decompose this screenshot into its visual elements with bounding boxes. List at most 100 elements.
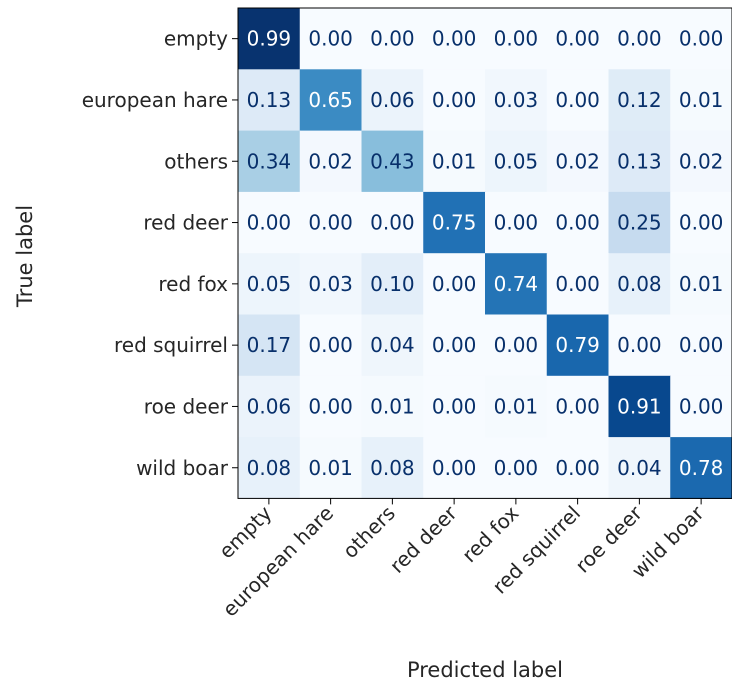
heatmap-cell bbox=[546, 253, 610, 316]
heatmap-cell bbox=[238, 253, 301, 316]
cell-value-label: 0.00 bbox=[679, 211, 724, 235]
cell-value-label: 0.91 bbox=[617, 394, 662, 418]
cell-value-label: 0.00 bbox=[494, 211, 539, 235]
cell-value-label: 0.75 bbox=[432, 211, 477, 235]
cell-value-label: 0.00 bbox=[555, 456, 600, 480]
cell-value-label: 0.01 bbox=[679, 88, 724, 112]
heatmap-cell bbox=[608, 69, 671, 132]
cell-value-label: 0.25 bbox=[617, 211, 662, 235]
heatmap-cell bbox=[423, 437, 486, 499]
y-tick-labels: empty european hare others red deer red fox r… bbox=[82, 27, 229, 480]
cell-value-label: 0.00 bbox=[370, 211, 415, 235]
heatmap-cell bbox=[299, 191, 363, 254]
heatmap-cell bbox=[546, 130, 610, 193]
heatmap-cell bbox=[670, 375, 732, 438]
heatmap-cell bbox=[299, 375, 363, 438]
heatmap-cell bbox=[670, 314, 732, 377]
cell-value-label: 0.13 bbox=[617, 149, 662, 173]
cell-value-label: 0.02 bbox=[555, 149, 600, 173]
heatmap-cell bbox=[670, 437, 732, 499]
heatmap-cell bbox=[485, 375, 548, 438]
cell-value-label: 0.00 bbox=[370, 27, 415, 51]
heatmap-cell bbox=[299, 437, 363, 499]
cell-value-label: 0.10 bbox=[370, 272, 415, 296]
x-tick-label: european hare bbox=[218, 501, 338, 621]
heatmap-cell bbox=[485, 8, 548, 70]
heatmap-cell bbox=[608, 314, 671, 377]
heatmap-cell bbox=[485, 437, 548, 499]
heatmap-cell bbox=[238, 437, 301, 499]
cell-value-label: 0.00 bbox=[308, 333, 353, 357]
heatmap-cell bbox=[670, 69, 732, 132]
cell-value-label: 0.08 bbox=[247, 456, 292, 480]
heatmap-cell bbox=[238, 314, 301, 377]
cell-value-label: 0.78 bbox=[679, 456, 724, 480]
heatmap-cell bbox=[299, 314, 363, 377]
heatmap-cell bbox=[485, 69, 548, 132]
heatmap-cell bbox=[485, 191, 548, 254]
cell-value-label: 0.65 bbox=[308, 88, 353, 112]
heatmap-cell bbox=[546, 69, 610, 132]
cell-value-label: 0.13 bbox=[247, 88, 292, 112]
cell-value-label: 0.00 bbox=[494, 456, 539, 480]
cell-value-label: 0.00 bbox=[432, 88, 477, 112]
cell-value-label: 0.00 bbox=[555, 27, 600, 51]
y-tick-label: red deer bbox=[143, 211, 228, 235]
heatmap-cell bbox=[546, 314, 610, 377]
cell-value-label: 0.04 bbox=[370, 333, 415, 357]
cell-value-label: 0.06 bbox=[370, 88, 415, 112]
heatmap-cell bbox=[238, 191, 301, 254]
heatmap-cell bbox=[608, 8, 671, 70]
cell-value-label: 0.04 bbox=[617, 456, 662, 480]
cell-value-label: 0.00 bbox=[555, 211, 600, 235]
cell-value-label: 0.01 bbox=[679, 272, 724, 296]
cell-value-label: 0.00 bbox=[679, 333, 724, 357]
cell-value-label: 0.79 bbox=[555, 333, 600, 357]
heatmap-cell bbox=[608, 253, 671, 316]
cell-value-label: 0.01 bbox=[494, 394, 539, 418]
cell-value-label: 0.00 bbox=[617, 27, 662, 51]
cell-value-label: 0.03 bbox=[308, 272, 353, 296]
cell-value-label: 0.08 bbox=[370, 456, 415, 480]
heatmap-cell bbox=[546, 191, 610, 254]
heatmap-cell bbox=[361, 191, 424, 254]
y-tick-label: red fox bbox=[158, 272, 228, 296]
heatmap-cell bbox=[238, 375, 301, 438]
cell-value-label: 0.06 bbox=[247, 394, 292, 418]
cell-value-label: 0.00 bbox=[432, 333, 477, 357]
cell-value-label: 0.00 bbox=[679, 27, 724, 51]
cell-value-label: 0.00 bbox=[432, 456, 477, 480]
heatmap-cell bbox=[608, 130, 671, 193]
cell-value-label: 0.17 bbox=[247, 333, 292, 357]
heatmap-cell bbox=[485, 314, 548, 377]
heatmap-cell bbox=[608, 437, 671, 499]
heatmap-cell bbox=[546, 8, 610, 70]
heatmap-cell bbox=[608, 191, 671, 254]
cell-value-label: 0.01 bbox=[432, 149, 477, 173]
heatmap-cell bbox=[485, 130, 548, 193]
heatmap-cell bbox=[608, 375, 671, 438]
cell-value-label: 0.00 bbox=[494, 333, 539, 357]
heatmap-cell bbox=[299, 8, 363, 70]
y-tick-label: empty bbox=[164, 27, 228, 51]
heatmap-cell bbox=[238, 130, 301, 193]
cell-value-label: 0.05 bbox=[494, 149, 539, 173]
heatmap-cell bbox=[485, 253, 548, 316]
cell-value-label: 0.00 bbox=[432, 272, 477, 296]
cell-value-label: 0.00 bbox=[679, 394, 724, 418]
y-tick-label: others bbox=[164, 149, 228, 173]
heatmap-cell bbox=[670, 253, 732, 316]
heatmap-cell bbox=[299, 130, 363, 193]
cell-value-label: 0.00 bbox=[555, 88, 600, 112]
plot-frame bbox=[237, 7, 732, 499]
heatmap-cell bbox=[361, 314, 424, 377]
cell-value-labels: 0.99 0.00 0.00 0.00 0.00 0.00 0.00 0.00 0.13 0.65… bbox=[247, 27, 724, 480]
cell-value-label: 0.00 bbox=[432, 27, 477, 51]
axis-ticks bbox=[232, 38, 702, 505]
cell-value-label: 0.01 bbox=[370, 394, 415, 418]
heatmap-cell bbox=[361, 130, 424, 193]
x-tick-label: red deer bbox=[385, 500, 462, 577]
cell-value-label: 0.00 bbox=[308, 211, 353, 235]
cell-value-label: 0.00 bbox=[432, 394, 477, 418]
